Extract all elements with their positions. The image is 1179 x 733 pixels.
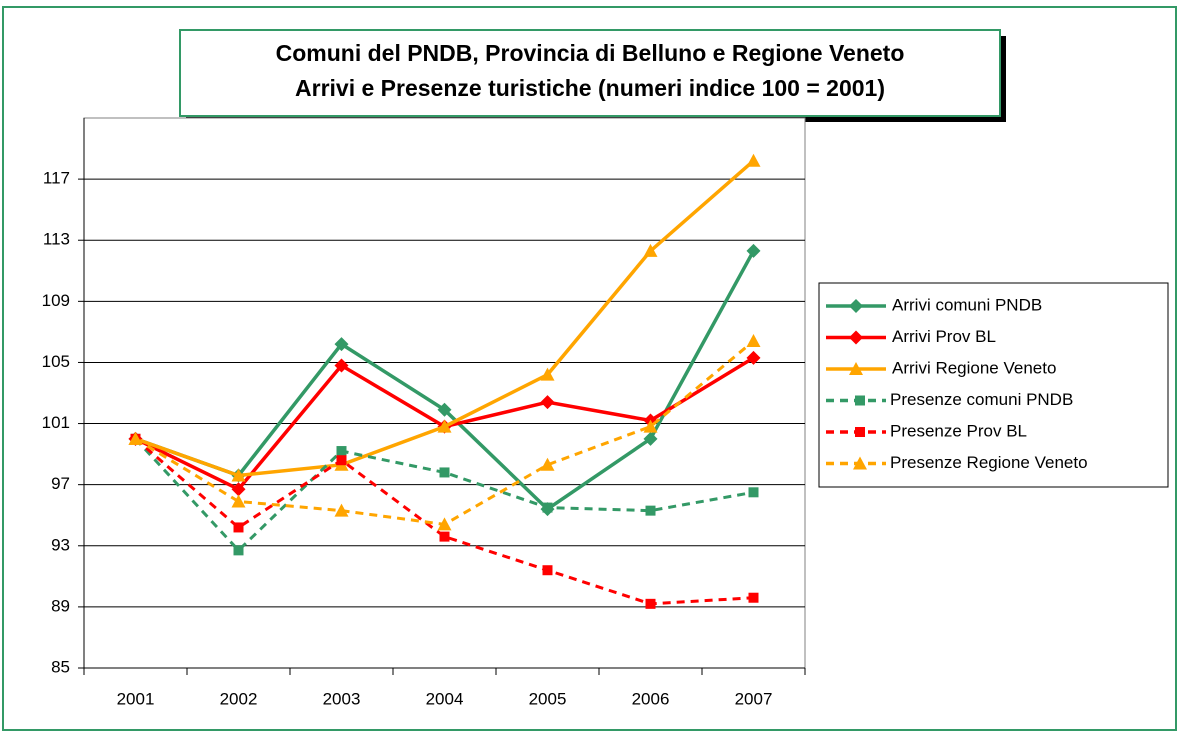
y-tick-label: 117 <box>43 169 70 188</box>
title-box <box>179 29 1001 117</box>
marker <box>542 565 553 576</box>
y-tick-label: 93 <box>51 535 70 554</box>
marker <box>748 487 759 498</box>
legend-label: Arrivi comuni PNDB <box>892 295 1042 314</box>
legend-marker <box>849 330 863 345</box>
marker <box>437 419 452 433</box>
plot-area <box>83 117 806 669</box>
marker <box>746 153 761 167</box>
x-tick-label: 2003 <box>323 689 361 708</box>
legend-label: Arrivi Regione Veneto <box>892 358 1056 377</box>
marker <box>334 503 349 517</box>
marker <box>336 455 347 466</box>
marker <box>645 505 656 516</box>
marker <box>643 431 658 446</box>
marker <box>439 467 450 478</box>
y-tick-label: 85 <box>51 657 70 676</box>
legend-marker <box>855 427 865 437</box>
marker <box>233 545 244 556</box>
legend-marker <box>855 395 865 406</box>
legend-label: Presenze comuni PNDB <box>890 390 1073 409</box>
marker <box>128 431 143 445</box>
x-tick-label: 2005 <box>529 689 567 708</box>
marker <box>540 395 555 410</box>
marker <box>540 367 555 381</box>
marker <box>233 522 244 533</box>
y-tick-label: 109 <box>42 291 70 310</box>
marker <box>748 592 759 603</box>
y-tick-label: 97 <box>51 474 70 493</box>
marker <box>746 243 761 258</box>
marker <box>439 531 450 542</box>
legend-label: Presenze Regione Veneto <box>890 453 1088 472</box>
marker <box>540 457 555 471</box>
legend-marker <box>849 362 863 375</box>
y-tick-label: 101 <box>42 413 70 432</box>
x-tick-label: 2002 <box>220 689 258 708</box>
x-tick-label: 2001 <box>117 689 155 708</box>
marker <box>334 358 349 373</box>
marker <box>231 468 246 482</box>
marker <box>334 337 349 352</box>
marker <box>542 502 553 513</box>
y-tick-label: 105 <box>42 352 70 371</box>
marker <box>643 419 658 433</box>
marker <box>746 334 761 348</box>
marker <box>231 482 246 497</box>
y-tick-label: 89 <box>51 596 70 615</box>
chart-title: Arrivi e Presenze turistiche (numeri ind… <box>295 75 885 101</box>
legend-marker <box>849 299 863 313</box>
marker <box>336 446 347 457</box>
x-tick-label: 2007 <box>735 689 773 708</box>
marker <box>645 598 656 609</box>
x-tick-label: 2006 <box>632 689 670 708</box>
marker <box>746 350 761 365</box>
chart-title: Comuni del PNDB, Provincia di Belluno e … <box>276 40 905 66</box>
legend-label: Presenze Prov BL <box>890 421 1027 440</box>
x-tick-label: 2004 <box>426 689 464 708</box>
legend-label: Arrivi Prov BL <box>892 327 996 346</box>
y-tick-label: 113 <box>43 230 70 249</box>
marker <box>437 402 452 417</box>
marker <box>231 494 246 508</box>
legend-marker <box>853 456 867 470</box>
marker <box>643 243 658 257</box>
legend-box <box>818 282 1169 488</box>
marker <box>437 517 452 531</box>
